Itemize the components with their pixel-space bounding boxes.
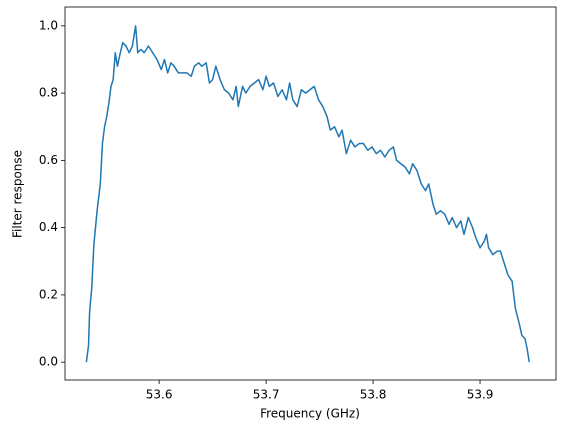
plot-frame xyxy=(64,6,557,381)
y-tick-label: 1.0 xyxy=(39,18,58,32)
line xyxy=(85,25,531,363)
x-tick-label: 53.7 xyxy=(253,388,280,402)
y-axis-label: Filter response xyxy=(11,150,25,238)
y-tick-label: 0.4 xyxy=(39,220,58,234)
y-tick-label: 0.6 xyxy=(39,153,58,167)
x-tick-label: 53.9 xyxy=(467,388,494,402)
y-tick-label: 0.2 xyxy=(39,287,58,301)
y-tick-label: 0.0 xyxy=(39,355,58,369)
x-tick-label: 53.6 xyxy=(146,388,173,402)
x-axis-label: Frequency (GHz) xyxy=(260,407,360,421)
x-tick-label: 53.8 xyxy=(360,388,387,402)
y-tick-label: 0.8 xyxy=(39,86,58,100)
